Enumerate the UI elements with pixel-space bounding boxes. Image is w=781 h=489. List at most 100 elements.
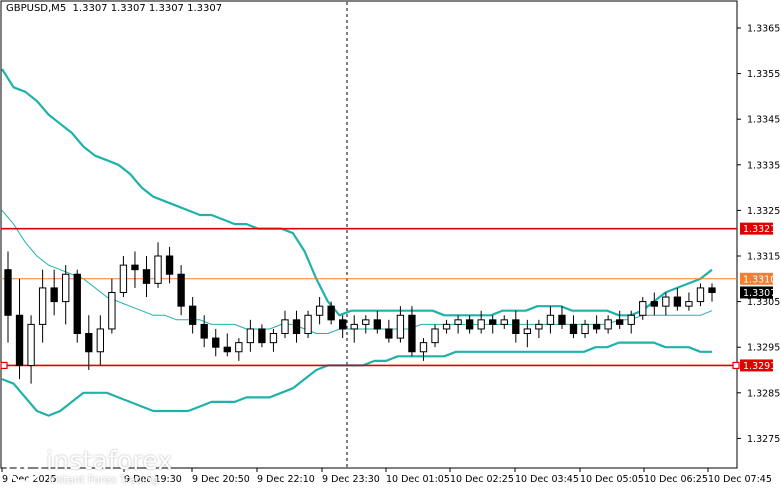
candle-body-bull — [500, 319, 508, 325]
candle-body-bear — [650, 301, 658, 307]
y-tick-label: 1.3275 — [747, 434, 780, 445]
instaforex-logo: instaforex Instant Forex Trading — [6, 446, 186, 486]
candle-body-bull — [304, 314, 312, 335]
support-end-marker — [732, 361, 740, 370]
open-value: 1.3307 — [72, 3, 108, 14]
symbol-label: GBPUSD,M5 — [6, 3, 67, 14]
y-tick-label: 1.3285 — [747, 388, 780, 399]
candle-body-bear — [85, 333, 93, 353]
resistance-level-label: 1.3321 — [743, 224, 776, 235]
candle-body-bear — [327, 305, 335, 321]
candle-body-bull — [362, 319, 370, 325]
candle-body-bear — [592, 323, 601, 330]
y-tick-label: 1.3315 — [747, 252, 780, 263]
support-level-label: 1.3291 — [743, 361, 776, 372]
y-tick-label: 1.3365 — [747, 24, 780, 35]
candle-body-bull — [27, 323, 35, 366]
candle-body-bull — [442, 323, 451, 330]
x-tick-label: 10 Dec 03:45 — [515, 474, 579, 485]
candle-body-bear — [165, 255, 174, 275]
candle-body-bull — [535, 323, 543, 330]
candle-body-bear — [373, 319, 381, 330]
candle-body-bear — [465, 319, 474, 330]
x-tick-label: 9 Dec 19:30 — [124, 474, 182, 485]
candle-body-bear — [615, 319, 624, 325]
candle-body-bear — [4, 269, 12, 316]
candle-body-bear — [708, 287, 716, 293]
candle-body-bull — [454, 319, 462, 325]
candle-body-bear — [408, 314, 416, 353]
candle-body-bull — [662, 296, 670, 307]
x-tick-label: 10 Dec 07:45 — [708, 474, 772, 485]
logo-tagline: Instant Forex Trading — [48, 474, 159, 486]
candle-body-bull — [546, 314, 555, 325]
candle-body-bear — [200, 323, 208, 339]
y-tick-label: 1.3335 — [747, 160, 780, 171]
candle-body-bull — [108, 291, 116, 330]
resistance-level-tag — [740, 222, 773, 235]
y-tick-label: 1.3295 — [747, 343, 780, 354]
plot-frame — [0, 0, 738, 469]
candle-body-bull — [235, 342, 243, 353]
current-price-tag — [740, 286, 773, 299]
candle-body-bear — [142, 269, 151, 284]
candle-body-bear — [558, 314, 566, 325]
candle-body-bull — [696, 287, 705, 303]
candle-body-bull — [685, 301, 693, 307]
candle-body-bull — [523, 328, 532, 335]
x-tick-label: 10 Dec 06:25 — [644, 474, 708, 485]
candle-body-bull — [581, 323, 589, 335]
x-tick-label: 10 Dec 05:05 — [580, 474, 644, 485]
y-tick-label: 1.3355 — [747, 69, 780, 80]
candle-body-bull — [269, 333, 278, 344]
candle-body-bear — [673, 296, 682, 307]
support-level-tag — [740, 359, 773, 372]
x-tick-label: 9 Dec 22:10 — [257, 474, 315, 485]
x-tick-label: 10 Dec 02:25 — [450, 474, 514, 485]
candle-body-bull — [419, 342, 428, 353]
y-tick-label: 1.3325 — [747, 206, 780, 217]
candle-body-bull — [315, 305, 324, 316]
y-tick-label: 1.3345 — [747, 115, 780, 126]
candle-body-bull — [154, 255, 162, 284]
close-value: 1.3307 — [187, 3, 223, 14]
candle-body-bear — [292, 319, 301, 335]
candle-body-bull — [604, 319, 612, 330]
candle-body-bear — [50, 287, 58, 303]
support-start-marker — [0, 361, 8, 370]
candle-body-bear — [489, 319, 497, 325]
candle-body-bear — [73, 273, 81, 335]
candle-body-bull — [396, 314, 405, 339]
candle-body-bear — [569, 323, 578, 335]
candle-body-bear — [188, 305, 197, 325]
candle-body-bull — [627, 314, 635, 325]
candle-body-bull — [246, 328, 255, 344]
candle-body-bear — [131, 264, 139, 271]
x-tick-label: 9 Dec 2025 — [2, 474, 57, 485]
pivot-level-label: 1.3310 — [743, 274, 776, 285]
candle-body-bull — [477, 319, 485, 330]
candle-body-bear — [15, 314, 24, 366]
low-value: 1.3307 — [148, 3, 184, 14]
candle-body-bear — [258, 328, 266, 344]
x-tick-label: 10 Dec 01:05 — [386, 474, 450, 485]
candle-body-bull — [119, 264, 128, 293]
candle-body-bull — [431, 328, 439, 344]
candle-body-bear — [339, 319, 347, 330]
instaforex-logo-icon — [6, 448, 42, 484]
candle-body-bear — [512, 319, 520, 335]
high-value: 1.3307 — [110, 3, 146, 14]
candle-body-bull — [639, 301, 647, 316]
candle-body-bear — [212, 337, 220, 348]
candle-body-bear — [177, 273, 185, 307]
current-price-label: 1.3307 — [743, 288, 776, 299]
x-tick-label: 9 Dec 20:50 — [192, 474, 250, 485]
candle-body-bull — [350, 323, 358, 330]
logo-name: instaforex — [46, 446, 173, 475]
x-tick-label: 9 Dec 23:30 — [322, 474, 380, 485]
chart-header: GBPUSD,M5 1.3307 1.3307 1.3307 1.3307 — [6, 3, 222, 14]
candle-body-bull — [281, 319, 289, 335]
candle-body-bull — [96, 328, 105, 353]
